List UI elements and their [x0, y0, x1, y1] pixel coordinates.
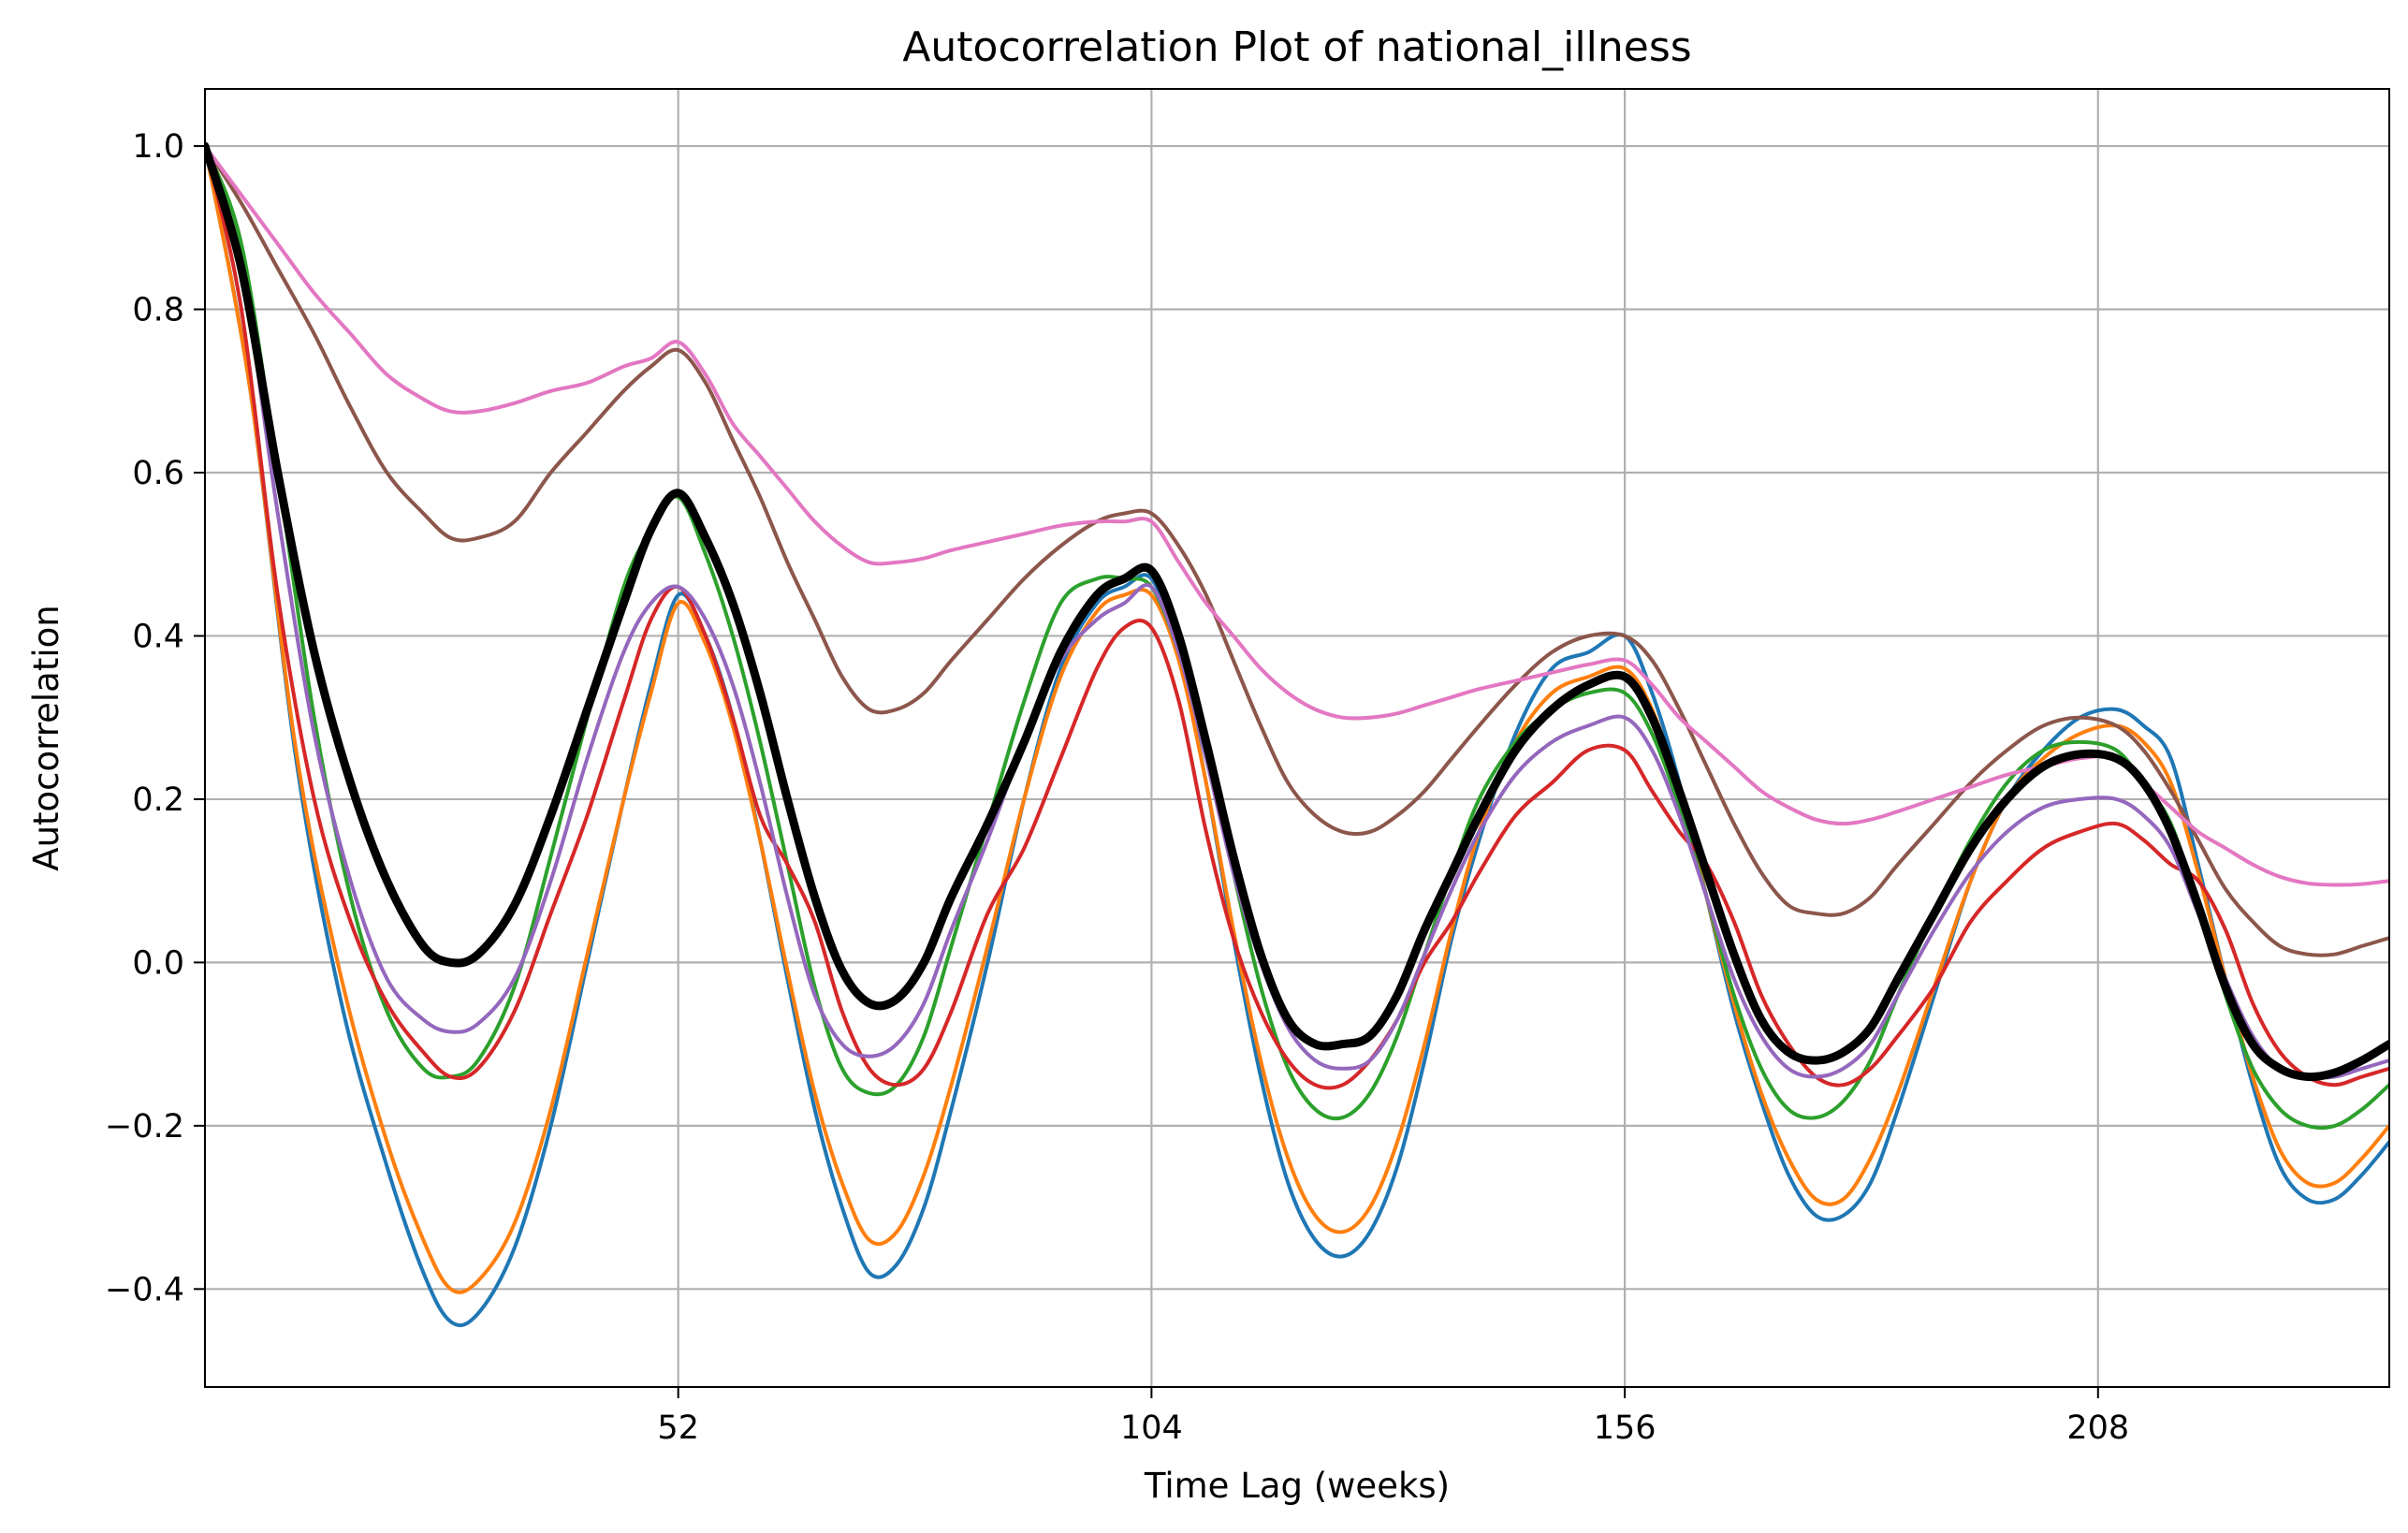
- x-tick-label: 104: [1120, 1409, 1183, 1447]
- series-line-6: [205, 144, 2389, 957]
- y-tick-label: −0.4: [105, 1271, 184, 1308]
- y-tick-label: 0.8: [132, 292, 184, 329]
- grid-lines: [205, 89, 2389, 1387]
- series-line-3: [205, 144, 2389, 1131]
- chart-title: Autocorrelation Plot of national_illness: [902, 23, 1691, 71]
- series-lines: [205, 141, 2389, 1328]
- x-tick-label: 208: [2066, 1409, 2129, 1447]
- axis-ticks: −0.4 −0.2 0.0 0.2 0.4 0.6 0.8 1.0 52 104 156 208: [105, 128, 2129, 1447]
- y-axis-label: Autocorrelation: [26, 605, 66, 870]
- mean-series-line: [205, 141, 2389, 1082]
- series-line-4: [205, 144, 2389, 1090]
- y-tick-label: 0.6: [132, 455, 184, 492]
- x-tick-label: 156: [1594, 1409, 1656, 1447]
- y-tick-label: 0.4: [132, 618, 184, 655]
- y-tick-label: 1.0: [132, 128, 184, 166]
- x-tick-label: 52: [657, 1409, 699, 1447]
- plot-frame: [204, 88, 2390, 1388]
- y-tick-label: −0.2: [105, 1108, 184, 1146]
- series-line-2: [205, 144, 2389, 1294]
- y-tick-label: 0.0: [132, 944, 184, 982]
- x-axis-label: Time Lag (weeks): [1144, 1466, 1450, 1506]
- y-tick-label: 0.2: [132, 781, 184, 819]
